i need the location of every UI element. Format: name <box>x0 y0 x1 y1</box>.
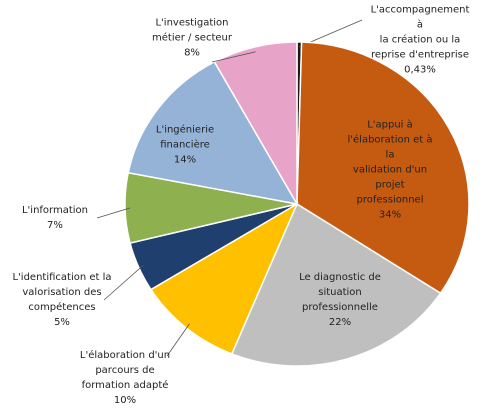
value-label: 14% <box>173 154 197 166</box>
pie-slice <box>230 202 442 367</box>
leader-line <box>211 51 256 63</box>
value-label: 22% <box>328 317 352 328</box>
value-label: 5% <box>54 317 70 328</box>
slice-label: Le diagnostic de situation professionnel… <box>299 270 381 330</box>
slice-label: L'identification et la valorisation des … <box>12 270 111 330</box>
category-label: L'information <box>21 205 89 216</box>
slice-label: L'appui à l'élaboration et à la validati… <box>342 118 439 223</box>
value-label: 0,43% <box>404 64 436 76</box>
value-label: 7% <box>47 220 63 231</box>
leader-line <box>103 264 144 301</box>
category-label: L'appui à l'élaboration et à la validati… <box>347 119 433 206</box>
slice-label: L'accompagnement à la création ou la rep… <box>371 3 470 78</box>
category-label: L'ingénierie financière <box>155 124 215 151</box>
pie-slice <box>127 60 299 206</box>
category-label: L'accompagnement à la création ou la rep… <box>370 4 470 61</box>
value-label: 8% <box>184 47 200 59</box>
slice-label: L'investigation métier / secteur 8% <box>152 16 232 61</box>
slice-label: L'ingénierie financière 14% <box>156 123 214 168</box>
pie-slice <box>213 41 298 207</box>
leader-line <box>96 207 131 219</box>
slice-label: L'élaboration d'un parcours de formation… <box>80 348 170 408</box>
pie-slice <box>149 202 299 355</box>
category-label: L'élaboration d'un parcours de formation… <box>79 350 171 391</box>
category-label: L'identification et la valorisation des … <box>12 272 112 313</box>
slice-label: L'information 7% <box>22 203 88 233</box>
category-label: Le diagnostic de situation professionnel… <box>299 272 381 313</box>
leader-line <box>166 323 190 357</box>
category-label: L'investigation métier / secteur <box>152 17 232 44</box>
value-label: 34% <box>378 209 402 221</box>
value-label: 10% <box>113 395 137 406</box>
